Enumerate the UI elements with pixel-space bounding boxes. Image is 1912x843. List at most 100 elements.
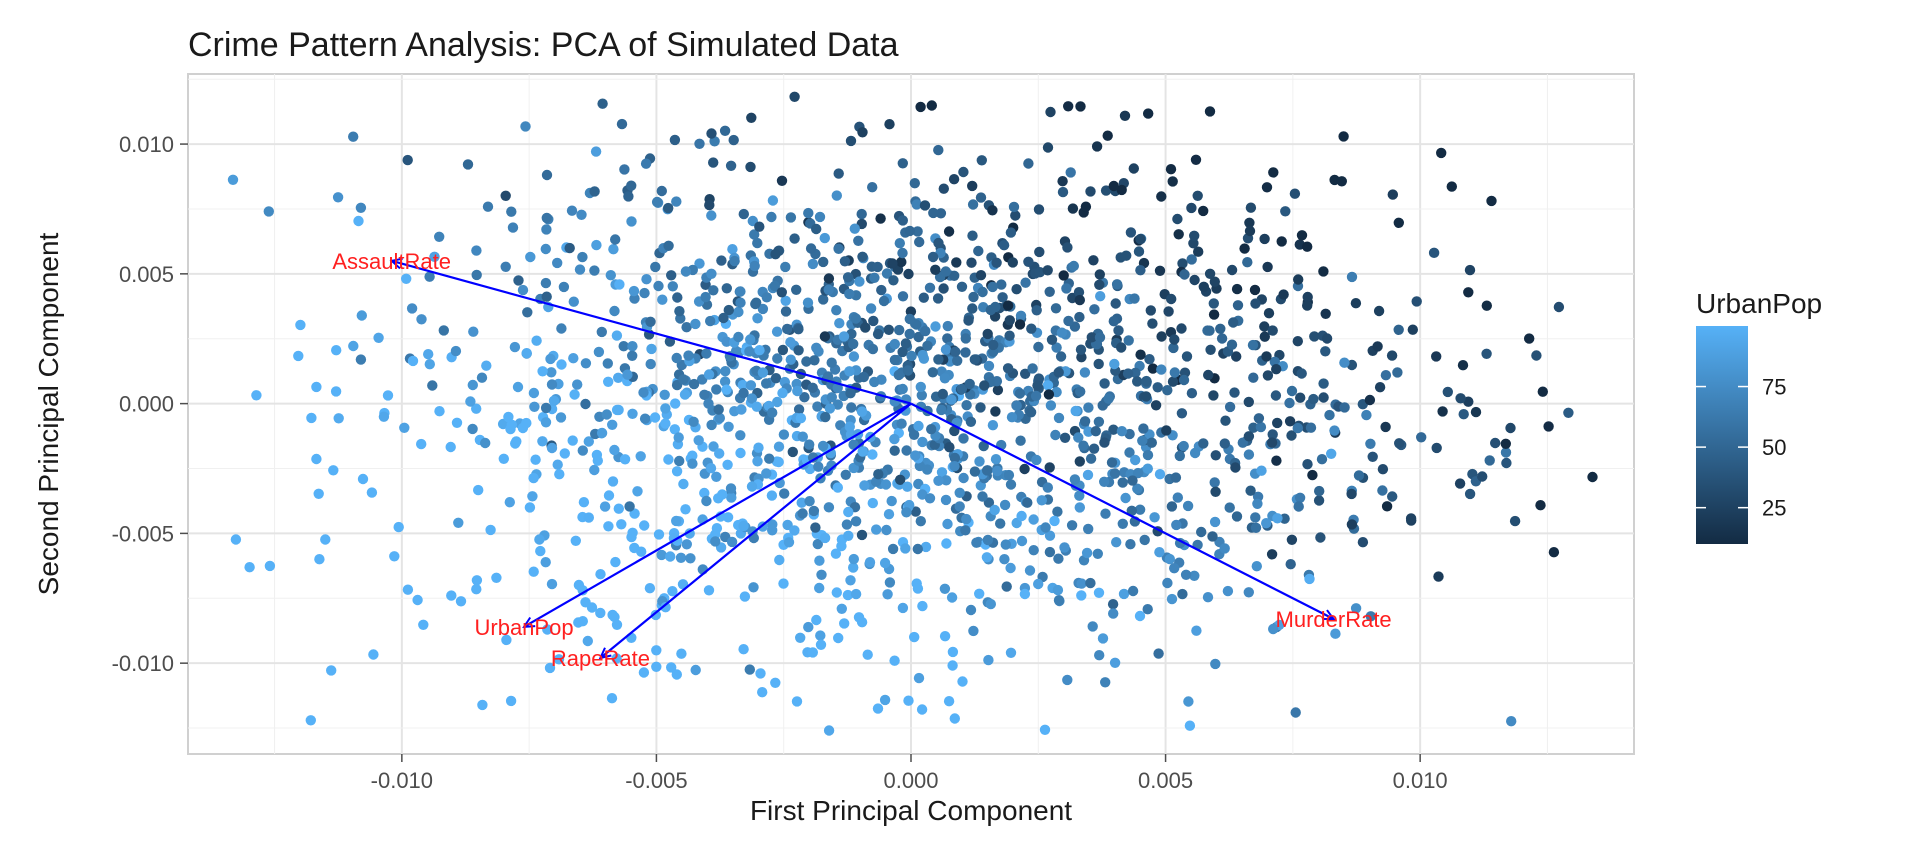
data-point <box>589 464 600 476</box>
data-point <box>971 537 982 548</box>
data-point <box>808 505 820 517</box>
data-point <box>614 279 625 290</box>
data-point <box>506 206 517 217</box>
data-point <box>1023 158 1034 169</box>
data-point <box>1111 537 1122 548</box>
data-point <box>1085 577 1096 589</box>
data-point <box>609 444 620 456</box>
data-point <box>939 583 951 594</box>
data-point <box>820 411 831 423</box>
data-point <box>846 402 857 413</box>
data-point <box>531 335 542 346</box>
data-point <box>882 589 893 600</box>
data-point <box>989 504 1000 516</box>
data-point <box>1168 342 1179 354</box>
data-point <box>1002 300 1014 311</box>
data-point <box>964 378 975 390</box>
data-point <box>1428 247 1440 258</box>
data-point <box>897 602 909 614</box>
data-point <box>503 411 514 423</box>
data-point <box>568 353 579 364</box>
data-point <box>848 562 859 573</box>
data-point <box>1146 437 1158 448</box>
data-point <box>1463 287 1474 298</box>
data-point <box>1100 185 1112 196</box>
data-point <box>1386 350 1398 361</box>
data-point <box>582 635 593 647</box>
data-point <box>1320 346 1331 357</box>
data-point <box>992 384 1004 396</box>
data-point <box>632 486 643 497</box>
data-point <box>836 540 847 552</box>
data-point <box>848 351 860 362</box>
data-point <box>933 144 944 156</box>
data-point <box>718 312 729 324</box>
data-point <box>834 318 845 329</box>
data-point <box>1154 265 1166 276</box>
data-point <box>1266 437 1278 448</box>
data-point <box>915 381 926 393</box>
data-point <box>1069 474 1081 485</box>
data-point <box>1193 246 1204 257</box>
data-point <box>333 413 344 424</box>
legend-title: UrbanPop <box>1696 288 1822 319</box>
data-point <box>1045 106 1056 118</box>
data-point <box>1031 305 1042 316</box>
data-point <box>826 357 837 368</box>
data-point <box>1117 477 1128 488</box>
data-point <box>639 413 651 424</box>
data-point <box>546 379 558 390</box>
data-point <box>978 440 989 452</box>
data-point <box>645 316 656 327</box>
data-point <box>529 401 540 412</box>
data-point <box>867 449 878 460</box>
data-point <box>976 155 987 166</box>
data-point <box>681 322 692 333</box>
data-point <box>1304 573 1315 585</box>
data-point <box>406 303 418 314</box>
data-point <box>1293 274 1304 285</box>
data-point <box>295 319 306 331</box>
data-point <box>1537 386 1549 397</box>
data-point <box>1042 142 1054 153</box>
data-point <box>778 429 790 440</box>
data-point <box>1156 364 1167 375</box>
data-point <box>671 669 682 680</box>
data-point <box>596 326 607 338</box>
data-point <box>889 354 901 366</box>
data-point <box>1501 457 1512 469</box>
data-point <box>673 432 684 443</box>
data-point <box>1086 332 1098 343</box>
data-point <box>589 265 600 276</box>
data-point <box>569 389 580 400</box>
data-point <box>1318 392 1329 403</box>
x-axis-title: First Principal Component <box>750 795 1072 826</box>
data-point <box>1318 266 1329 277</box>
data-point <box>845 388 856 399</box>
data-point <box>393 521 404 533</box>
data-point <box>954 501 965 512</box>
data-point <box>558 281 570 293</box>
data-point <box>1083 402 1094 413</box>
data-point <box>770 249 781 260</box>
data-point <box>1055 351 1067 362</box>
data-point <box>1091 141 1103 152</box>
data-point <box>667 281 678 292</box>
data-point <box>626 531 637 543</box>
data-point <box>1436 147 1447 159</box>
data-point <box>983 654 994 666</box>
data-point <box>721 384 732 395</box>
data-point <box>803 207 814 219</box>
data-point <box>987 205 998 216</box>
data-point <box>1074 490 1085 501</box>
data-point <box>1189 274 1200 286</box>
data-point <box>933 354 944 365</box>
data-point <box>626 632 637 643</box>
data-point <box>755 668 766 679</box>
data-point <box>623 191 634 202</box>
data-point <box>1056 327 1068 338</box>
data-point <box>305 715 316 726</box>
data-point <box>823 273 835 284</box>
data-point <box>1132 467 1144 479</box>
data-point <box>938 183 949 194</box>
